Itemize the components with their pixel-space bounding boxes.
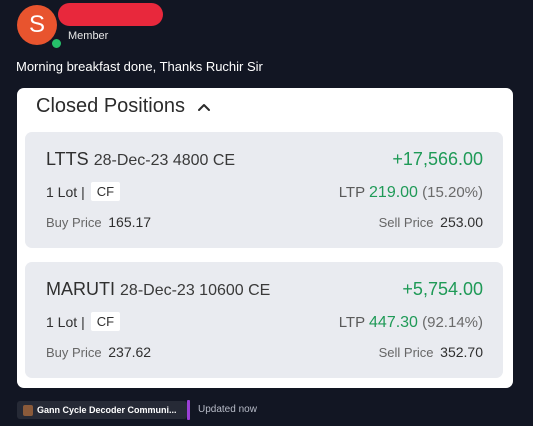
position-pnl: +5,754.00 bbox=[402, 279, 483, 299]
closed-positions-title: Closed Positions bbox=[36, 95, 185, 117]
position-title: MARUTI 28-Dec-23 10600 CE bbox=[46, 279, 270, 300]
lot-separator: | bbox=[81, 183, 85, 200]
buy-price-value: 237.62 bbox=[108, 344, 152, 360]
position-buy-price: Buy Price 237.62 bbox=[46, 344, 151, 360]
position-contract: 28-Dec-23 10600 CE bbox=[120, 282, 271, 299]
ltp-value: 447.30 bbox=[369, 314, 418, 331]
ltp-label: LTP bbox=[338, 184, 365, 201]
position-sell-price: Sell Price 352.70 bbox=[379, 344, 483, 360]
lot-text: 1 Lot bbox=[46, 313, 78, 330]
closed-positions-card: Closed Positions LTTS 28-Dec-23 4800 CE … bbox=[17, 88, 513, 388]
position-lot-row: 1 Lot | CF bbox=[46, 312, 121, 331]
buy-price-value: 165.17 bbox=[108, 214, 152, 230]
position-lot-row: 1 Lot | CF bbox=[46, 182, 121, 201]
sell-price-label: Sell Price bbox=[378, 215, 434, 230]
redacted-username[interactable] bbox=[58, 3, 163, 26]
position-symbol: MARUTI bbox=[46, 279, 115, 299]
position-contract: 28-Dec-23 4800 CE bbox=[93, 152, 236, 169]
lot-separator: | bbox=[81, 313, 85, 330]
ltp-label: LTP bbox=[338, 314, 365, 331]
channel-attachment-chip[interactable]: Gann Cycle Decoder Communi... bbox=[17, 401, 187, 419]
position-buy-price: Buy Price 165.17 bbox=[46, 214, 151, 230]
closed-positions-header[interactable]: Closed Positions bbox=[36, 95, 211, 118]
avatar[interactable]: S bbox=[17, 5, 57, 45]
ltp-change: (15.20%) bbox=[422, 184, 483, 201]
position-ltp: LTP 219.00 (15.20%) bbox=[339, 184, 483, 202]
position-item[interactable]: MARUTI 28-Dec-23 10600 CE +5,754.00 1 Lo… bbox=[25, 262, 503, 378]
sell-price-label: Sell Price bbox=[378, 345, 434, 360]
attachment-label: Gann Cycle Decoder Communi... bbox=[37, 405, 177, 415]
sell-price-value: 253.00 bbox=[440, 214, 483, 230]
position-pnl: +17,566.00 bbox=[392, 149, 483, 169]
lot-text: 1 Lot bbox=[46, 183, 78, 200]
buy-price-label: Buy Price bbox=[46, 345, 102, 360]
position-symbol: LTTS bbox=[46, 149, 89, 169]
channel-thumbnail-icon bbox=[23, 404, 33, 416]
chevron-up-icon[interactable] bbox=[197, 100, 211, 114]
online-status-dot bbox=[50, 37, 63, 50]
carry-forward-badge: CF bbox=[90, 182, 121, 201]
position-sell-price: Sell Price 253.00 bbox=[379, 214, 483, 230]
message-text: Morning breakfast done, Thanks Ruchir Si… bbox=[16, 59, 263, 74]
sell-price-value: 352.70 bbox=[440, 344, 483, 360]
ltp-value: 219.00 bbox=[369, 184, 418, 201]
updated-status: Updated now bbox=[198, 404, 257, 415]
buy-price-label: Buy Price bbox=[46, 215, 102, 230]
position-item[interactable]: LTTS 28-Dec-23 4800 CE +17,566.00 1 Lot … bbox=[25, 132, 503, 248]
attachment-accent-bar bbox=[187, 400, 190, 420]
member-role-label: Member bbox=[68, 30, 109, 42]
position-ltp: LTP 447.30 (92.14%) bbox=[339, 314, 483, 332]
avatar-letter: S bbox=[28, 11, 45, 38]
carry-forward-badge: CF bbox=[90, 312, 121, 331]
position-title: LTTS 28-Dec-23 4800 CE bbox=[46, 149, 235, 170]
ltp-change: (92.14%) bbox=[422, 314, 483, 331]
